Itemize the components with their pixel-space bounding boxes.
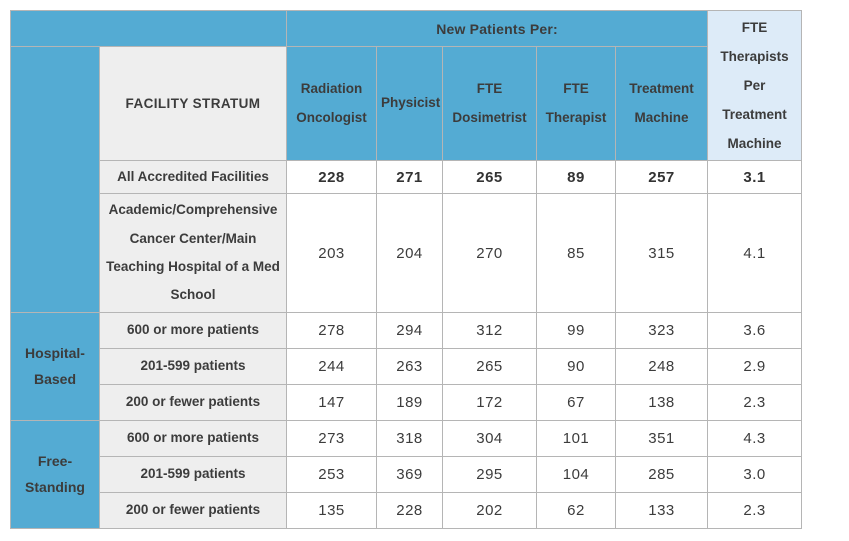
data-cell: 202 (442, 491, 537, 529)
data-cell: 2.3 (707, 491, 803, 529)
data-cell: 323 (614, 311, 709, 349)
data-cell: 203 (286, 193, 377, 313)
row-group-free-standing: Free-Standing (10, 419, 100, 529)
table-row-academic: Academic/Comprehensive Cancer Center/Mai… (11, 193, 803, 313)
data-cell: 273 (286, 419, 377, 457)
data-cell: 285 (614, 455, 709, 493)
data-cell: 189 (376, 383, 443, 421)
stratum-column-header: FACILITY STRATUM (99, 45, 287, 162)
data-cell: 253 (286, 455, 377, 493)
data-cell: 312 (442, 311, 537, 349)
data-cell: 3.6 (707, 311, 803, 349)
data-cell: 172 (442, 383, 537, 421)
row-label: 201-599 patients (99, 347, 287, 385)
data-cell: 104 (536, 455, 616, 493)
table-row-freestanding-201-599: 201-599 patients 253 369 295 104 285 3.0 (11, 455, 803, 493)
row-label: 200 or fewer patients (99, 383, 287, 421)
left-spacer-cell (10, 46, 100, 313)
table-row: New Patients Per: FTE Therapists Per Tre… (10, 9, 803, 162)
corner-spacer-cell (10, 10, 287, 47)
table-row-hospital-600plus: Hospital-Based 600 or more patients 278 … (10, 311, 803, 421)
data-cell: 294 (376, 311, 443, 349)
table-row: FACILITY STRATUM Radiation Oncologist Ph… (10, 45, 802, 313)
row-label: Academic/Comprehensive Cancer Center/Mai… (99, 193, 287, 313)
row-label: 200 or fewer patients (99, 491, 287, 529)
data-cell: 228 (376, 491, 443, 529)
data-cell: 204 (376, 193, 443, 313)
data-cell: 147 (286, 383, 377, 421)
data-cell: 3.1 (707, 160, 803, 195)
row-label: All Accredited Facilities (99, 160, 287, 195)
data-cell: 278 (286, 311, 377, 349)
fte-per-machine-column-header: FTE Therapists Per Treatment Machine (707, 9, 803, 162)
data-cell: 90 (536, 347, 616, 385)
data-cell: 271 (376, 160, 443, 195)
data-cell: 2.9 (707, 347, 803, 385)
column-header-fte-dosimetrist: FTE Dosimetrist (442, 45, 537, 162)
staffing-benchmark-table: New Patients Per: FTE Therapists Per Tre… (10, 9, 803, 529)
column-header-fte-therapist: FTE Therapist (536, 45, 616, 162)
data-cell: 4.1 (707, 193, 803, 313)
data-cell: 257 (614, 160, 709, 195)
data-cell: 4.3 (707, 419, 803, 457)
table-row-freestanding-200fewer: 200 or fewer patients 135 228 202 62 133… (11, 491, 803, 529)
data-cell: 318 (376, 419, 443, 457)
data-cell: 270 (442, 193, 537, 313)
column-group-header: New Patients Per: (285, 10, 709, 47)
data-cell: 3.0 (707, 455, 803, 493)
data-cell: 62 (536, 491, 616, 529)
data-cell: 99 (536, 311, 616, 349)
table-row-hospital-200fewer: 200 or fewer patients 147 189 172 67 138… (11, 383, 803, 421)
data-cell: 248 (614, 347, 709, 385)
data-cell: 67 (536, 383, 616, 421)
data-cell: 265 (442, 347, 537, 385)
data-cell: 351 (614, 419, 709, 457)
row-group-hospital-based: Hospital-Based (10, 311, 100, 421)
data-cell: 133 (614, 491, 709, 529)
data-cell: 244 (286, 347, 377, 385)
row-label: 600 or more patients (99, 311, 287, 349)
data-cell: 315 (614, 193, 709, 313)
data-cell: 135 (286, 491, 377, 529)
data-cell: 138 (614, 383, 709, 421)
data-cell: 265 (442, 160, 537, 195)
data-cell: 295 (442, 455, 537, 493)
table-row-freestanding-600plus: Free-Standing 600 or more patients 273 3… (10, 419, 803, 529)
data-cell: 2.3 (707, 383, 803, 421)
column-header-treatment-machine: Treatment Machine (614, 45, 709, 162)
table-row-hospital-201-599: 201-599 patients 244 263 265 90 248 2.9 (11, 347, 803, 385)
data-cell: 369 (376, 455, 443, 493)
data-cell: 89 (536, 160, 616, 195)
data-cell: 85 (536, 193, 616, 313)
column-header-radiation-oncologist: Radiation Oncologist (286, 45, 377, 162)
data-cell: 101 (536, 419, 616, 457)
table-row-all-accredited: All Accredited Facilities 228 271 265 89… (11, 160, 803, 195)
column-header-physicist: Physicist (376, 45, 443, 162)
data-cell: 263 (376, 347, 443, 385)
row-label: 201-599 patients (99, 455, 287, 493)
row-label: 600 or more patients (99, 419, 287, 457)
data-cell: 228 (286, 160, 377, 195)
data-cell: 304 (442, 419, 537, 457)
